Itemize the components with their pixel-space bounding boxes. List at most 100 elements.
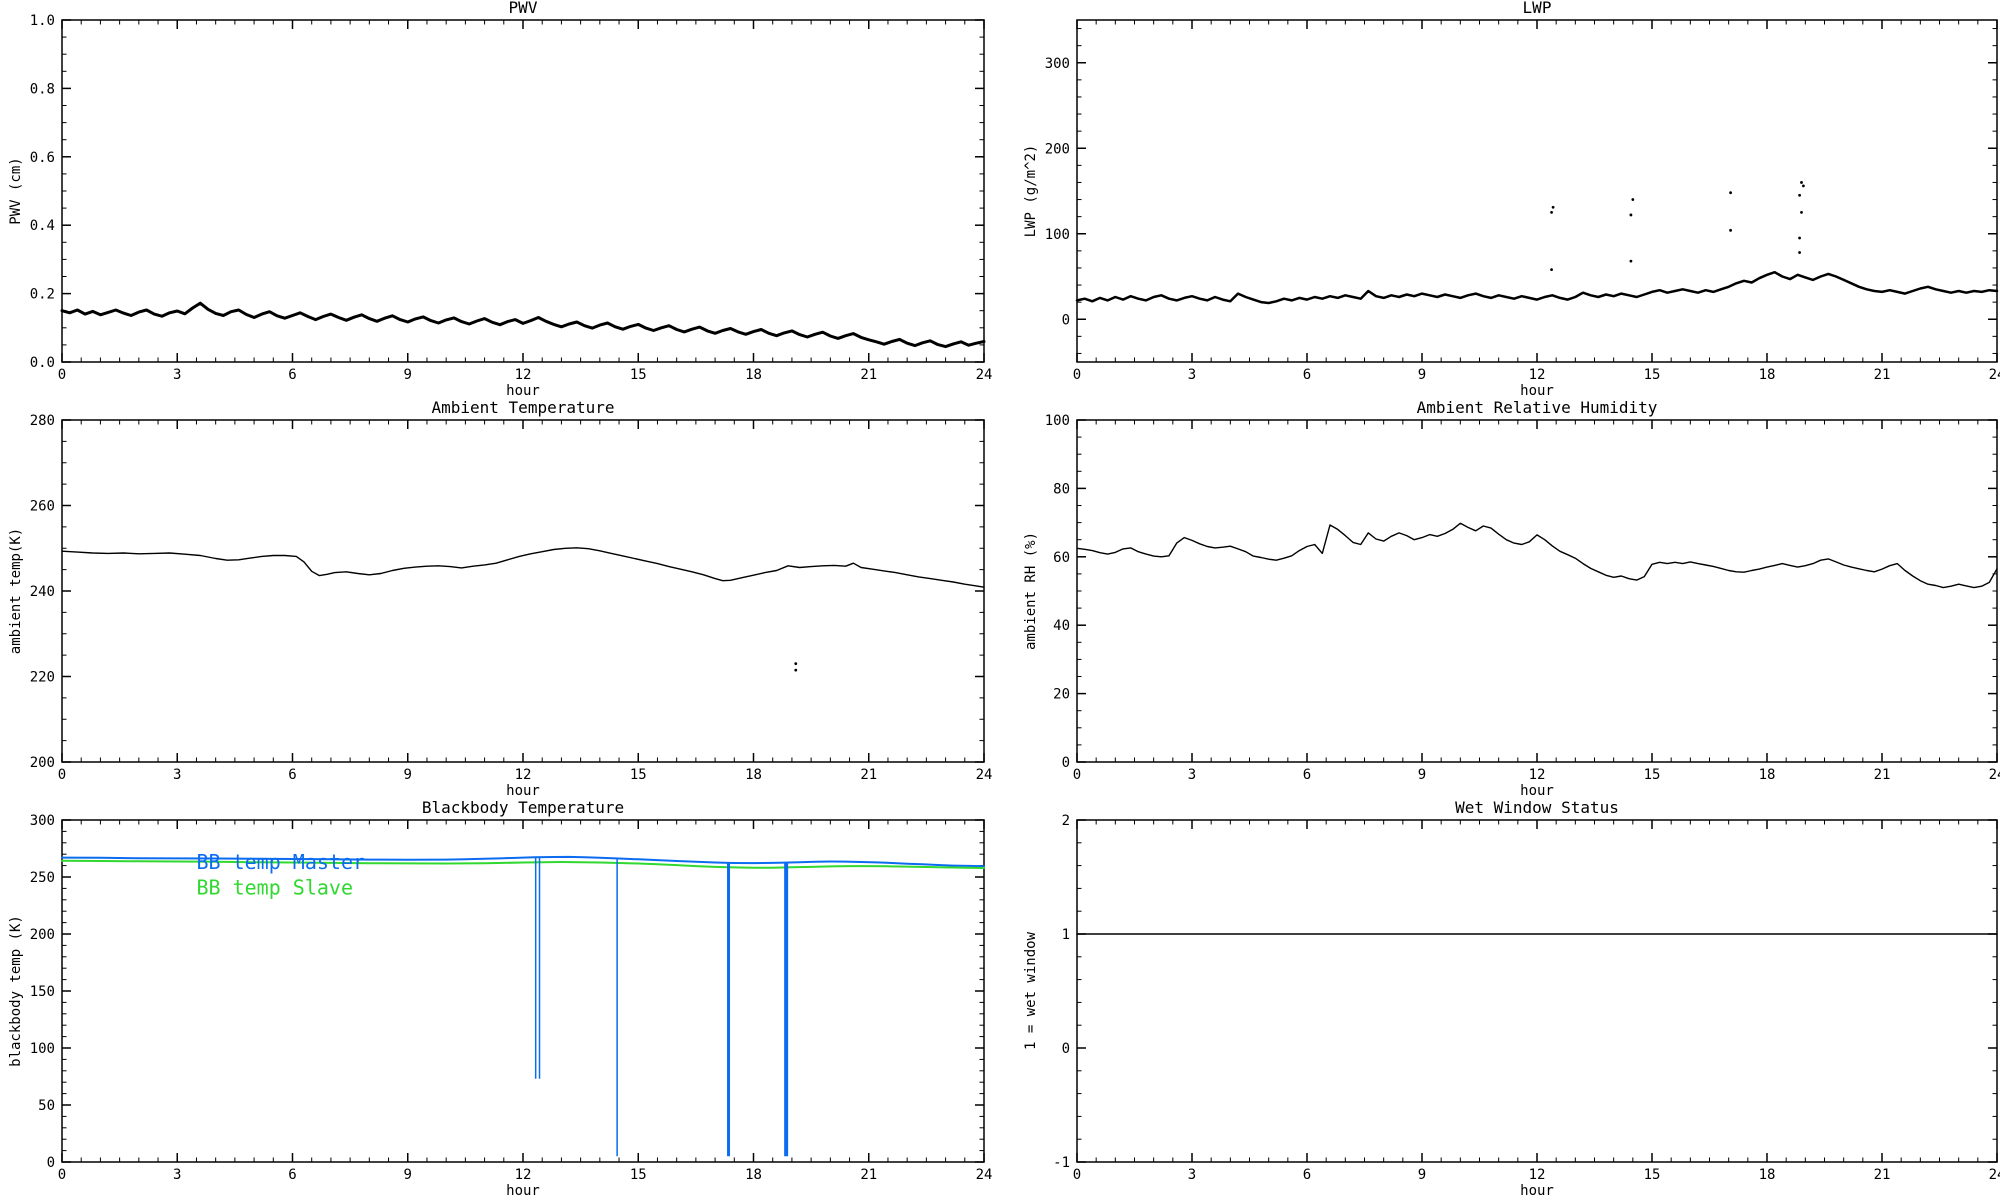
panel-title: Blackbody Temperature (422, 800, 624, 817)
y-tick-label: 300 (1045, 56, 1070, 72)
panel-ambient-temperature: 0 3 6 9 12 15 18 21 24 200 220 240 260 280 Ambient Tem… (8, 400, 993, 799)
axis-box (1076, 419, 1998, 763)
y-tick-label: 60 (1053, 550, 1070, 566)
outlier-point (1729, 228, 1732, 232)
y-tick-label: 1.0 (30, 13, 55, 29)
x-tick-label: 18 (1759, 1167, 1776, 1183)
series-ambient-rh (1076, 522, 1998, 589)
x-tick-label: 15 (630, 1167, 647, 1183)
x-axis-label: hour (506, 1183, 540, 1199)
x-tick-label: 12 (515, 767, 532, 783)
x-tick-label: 18 (745, 767, 762, 783)
x-tick-label: 3 (1188, 1167, 1196, 1183)
x-tick-label: 15 (630, 767, 647, 783)
series-bb-temp-slave (61, 859, 985, 869)
y-axis-label: PWV (cm) (8, 157, 24, 224)
y-tick-label: 0 (1062, 1041, 1070, 1057)
y-tick-label: 200 (30, 755, 55, 771)
outlier-point (1550, 210, 1553, 214)
y-axis-label: LWP (g/m^2) (1023, 145, 1039, 238)
x-axis-label: hour (1520, 783, 1554, 799)
x-tick-label: 6 (1303, 367, 1311, 383)
x-tick-label: 9 (1418, 367, 1426, 383)
x-tick-label: 3 (1188, 767, 1196, 783)
x-tick-label: 6 (288, 367, 296, 383)
x-tick-label: 12 (1529, 1167, 1546, 1183)
y-tick-label: 280 (30, 413, 55, 429)
x-tick-label: 18 (1759, 367, 1776, 383)
x-tick-label: 9 (404, 767, 412, 783)
x-tick-label: 15 (1644, 367, 1661, 383)
x-tick-label: 24 (1989, 767, 2000, 783)
x-tick-label: 6 (288, 1167, 296, 1183)
x-tick-label: 12 (1529, 367, 1546, 383)
outlier-point (794, 668, 798, 672)
y-tick-label: 0 (47, 1155, 55, 1171)
y-tick-label: -1 (1053, 1155, 1070, 1171)
x-tick-label: 21 (1874, 1167, 1891, 1183)
x-tick-label: 0 (58, 367, 66, 383)
y-axis-label: ambient RH (%) (1023, 532, 1039, 650)
x-tick-label: 3 (173, 1167, 181, 1183)
x-tick-label: 9 (404, 367, 412, 383)
x-tick-label: 6 (1303, 767, 1311, 783)
outlier-point (1550, 268, 1553, 272)
y-axis-label: 1 = wet window (1023, 931, 1039, 1050)
x-tick-label: 24 (976, 767, 993, 783)
y-tick-label: 20 (1053, 687, 1070, 703)
series-pwv (60, 301, 986, 349)
legend-entry: BB temp Master (196, 850, 365, 874)
panel-blackbody-temperature: 0 3 6 9 12 15 18 21 24 0 50 100 150 200 250 300 Blackbod… (8, 800, 993, 1199)
outlier-point (1631, 198, 1635, 201)
outlier-point (1551, 205, 1555, 209)
x-axis-label: hour (506, 783, 540, 799)
x-tick-label: 21 (1874, 367, 1891, 383)
y-tick-label: 0 (1062, 312, 1070, 328)
x-tick-label: 12 (1529, 767, 1546, 783)
x-tick-label: 18 (1759, 767, 1776, 783)
y-tick-label: 200 (30, 927, 55, 943)
y-tick-label: 80 (1053, 481, 1070, 497)
x-tick-label: 24 (976, 367, 993, 383)
x-tick-label: 15 (630, 367, 647, 383)
x-tick-label: 24 (1989, 1167, 2000, 1183)
y-tick-label: 250 (30, 870, 55, 886)
x-tick-label: 0 (1073, 367, 1081, 383)
x-axis-label: hour (506, 383, 540, 399)
axis-box (61, 19, 985, 363)
y-axis-label: blackbody temp (K) (8, 915, 24, 1067)
y-tick-label: 300 (30, 813, 55, 829)
y-tick-label: 40 (1053, 618, 1070, 634)
x-tick-label: 0 (58, 1167, 66, 1183)
panel-title: Wet Window Status (1455, 800, 1619, 817)
x-tick-label: 24 (976, 1167, 993, 1183)
axis-box (1076, 19, 1998, 363)
outlier-point (1729, 191, 1732, 195)
x-tick-label: 0 (1073, 1167, 1081, 1183)
y-tick-label: 2 (1062, 813, 1070, 829)
outlier-point (1798, 193, 1801, 197)
outlier-point (1802, 184, 1805, 188)
outlier-point (1629, 259, 1633, 263)
y-tick-label: 0.6 (30, 150, 55, 166)
x-tick-label: 9 (1418, 1167, 1426, 1183)
x-axis-label: hour (1520, 383, 1554, 399)
x-tick-label: 12 (515, 367, 532, 383)
x-tick-label: 0 (58, 767, 66, 783)
axis-box (1076, 819, 1998, 1163)
legend-entry: BB temp Slave (196, 875, 353, 899)
x-tick-label: 6 (288, 767, 296, 783)
x-tick-label: 15 (1644, 767, 1661, 783)
y-tick-label: 0 (1062, 755, 1070, 771)
y-tick-label: 0.8 (30, 81, 55, 97)
y-tick-label: 150 (30, 984, 55, 1000)
y-axis-label: ambient temp(K) (8, 528, 24, 654)
y-tick-label: 50 (38, 1098, 55, 1114)
x-axis-label: hour (1520, 1183, 1554, 1199)
outlier-point (1800, 181, 1803, 184)
x-tick-label: 12 (515, 1167, 532, 1183)
x-tick-label: 21 (860, 767, 877, 783)
outlier-point (1629, 213, 1633, 217)
